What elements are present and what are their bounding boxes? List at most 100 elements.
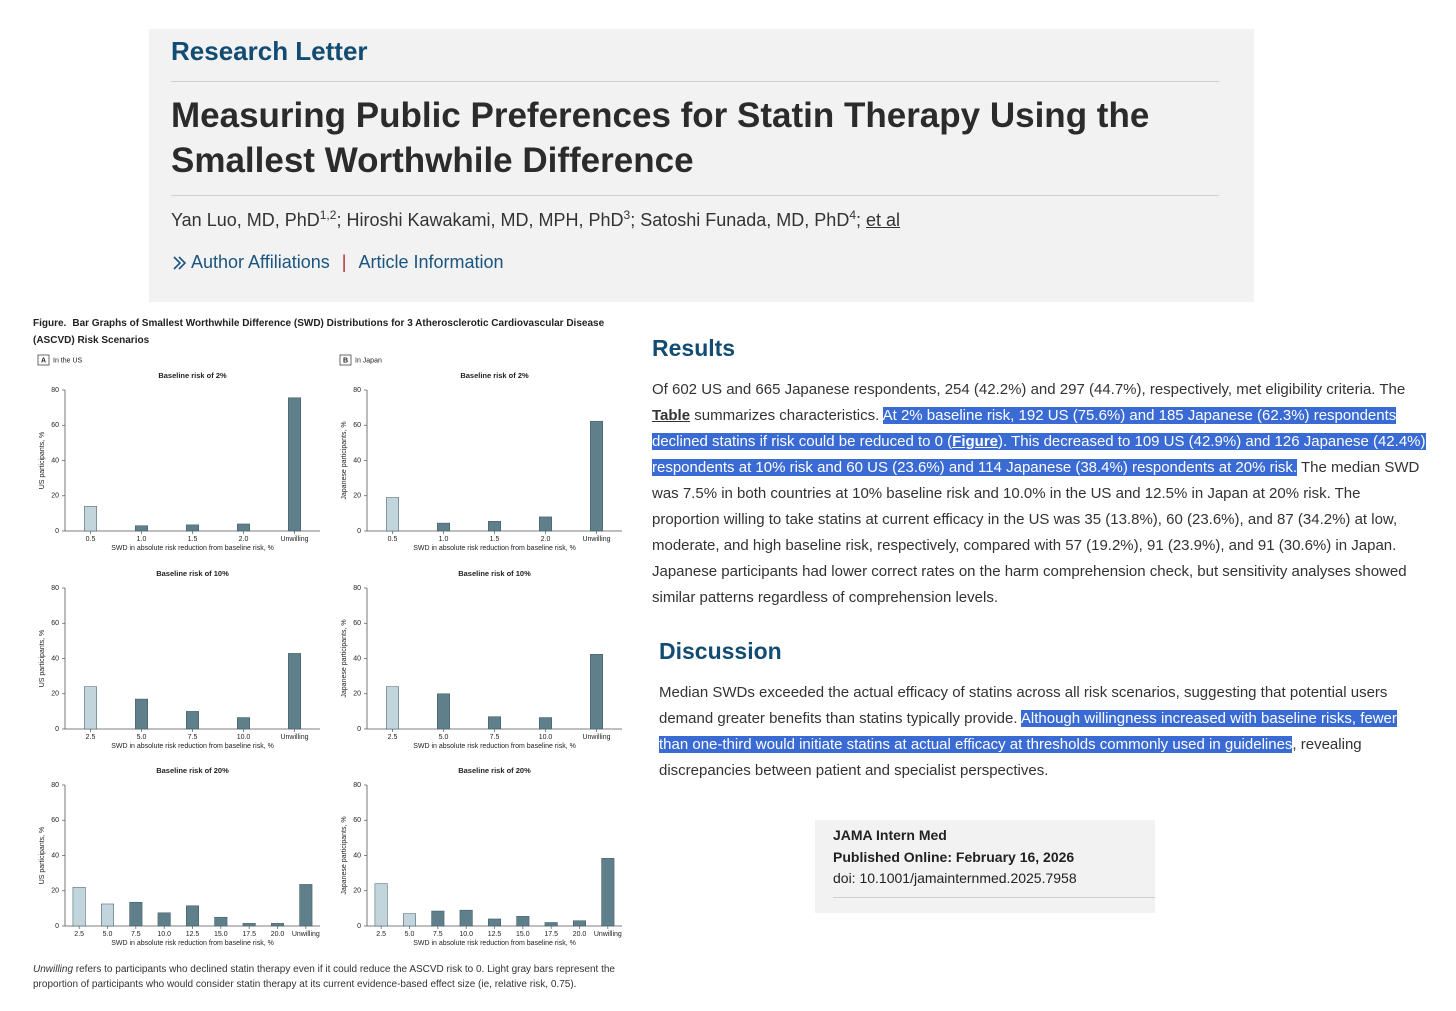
- y-tick-label: 80: [51, 782, 59, 789]
- x-tick-label: Unwilling: [594, 931, 622, 938]
- author-separator: ;: [856, 210, 867, 230]
- discussion-heading: Discussion: [659, 638, 782, 664]
- bar: [488, 716, 501, 730]
- bar: [271, 923, 284, 927]
- x-tick-label: 7.5: [131, 931, 141, 938]
- divider: [171, 195, 1219, 196]
- bar: [157, 912, 171, 927]
- text-segment: , revealing discrepancies between patien…: [659, 736, 1362, 779]
- text-segment: summarizes characteristics.: [690, 407, 883, 424]
- bar: [135, 525, 148, 532]
- x-tick-label: Unwilling: [280, 734, 308, 741]
- panel-label: In the US: [53, 357, 83, 364]
- y-tick-label: 0: [357, 528, 361, 535]
- bar: [431, 910, 445, 927]
- affiliations-link[interactable]: Author Affiliations: [191, 252, 330, 272]
- bar: [403, 913, 416, 927]
- x-tick-label: 7.5: [433, 931, 443, 938]
- y-tick-label: 20: [51, 888, 59, 895]
- x-tick-label: Unwilling: [582, 734, 610, 741]
- chart-title: Baseline risk of 2%: [158, 371, 227, 380]
- y-tick-label: 60: [51, 817, 59, 824]
- chart-title: Baseline risk of 10%: [156, 569, 229, 578]
- x-axis-label: SWD in absolute risk reduction from base…: [111, 545, 274, 552]
- bar: [386, 686, 399, 730]
- y-axis-label: US participants, %: [39, 432, 46, 490]
- author-name: Hiroshi Kawakami, MD, MPH, PhD: [346, 210, 624, 230]
- author-name: Yan Luo, MD, PhD: [171, 210, 320, 230]
- x-tick-label: 2.0: [239, 536, 249, 543]
- x-tick-label: 20.0: [573, 931, 587, 938]
- y-tick-label: 80: [353, 782, 361, 789]
- article-info-link[interactable]: Article Information: [358, 252, 504, 272]
- panel-box: [37, 354, 50, 366]
- author-affiliation: 3: [623, 208, 631, 222]
- x-tick-label: Unwilling: [582, 536, 610, 543]
- figure-caption: Figure. Bar Graphs of Smallest Worthwhile…: [33, 315, 633, 349]
- x-tick-label: 12.5: [488, 931, 502, 938]
- text-link[interactable]: Table: [652, 407, 691, 424]
- x-tick-label: 1.0: [137, 536, 147, 543]
- bar: [72, 886, 86, 927]
- link-separator: |: [341, 252, 347, 272]
- bar: [129, 901, 143, 927]
- results-paragraph: Of 602 US and 665 Japanese respondents, …: [652, 377, 1428, 611]
- x-tick-label: 10.0: [157, 931, 171, 938]
- x-tick-label: 10.0: [539, 734, 553, 741]
- citation-box: JAMA Intern Med Published Online: Februa…: [815, 820, 1155, 913]
- bar: [601, 858, 615, 927]
- bar: [437, 522, 450, 532]
- journal: JAMA Intern Med: [833, 827, 947, 843]
- x-tick-label: 7.5: [188, 734, 198, 741]
- bar: [214, 916, 228, 927]
- y-tick-label: 0: [357, 923, 361, 930]
- bar: [186, 524, 199, 532]
- figure-label: Figure.: [33, 318, 67, 329]
- article-title: Measuring Public Preferences for Statin …: [171, 96, 1150, 180]
- divider: [171, 81, 1219, 82]
- x-tick-label: 0.5: [86, 536, 96, 543]
- chart-title: Baseline risk of 20%: [156, 766, 229, 775]
- y-tick-label: 40: [353, 852, 361, 859]
- bar: [488, 918, 501, 927]
- x-tick-label: 12.5: [186, 931, 200, 938]
- x-tick-label: 1.0: [439, 536, 449, 543]
- bar: [539, 717, 552, 730]
- chart-title: Baseline risk of 20%: [458, 766, 531, 775]
- y-axis-label: Japanese participants, %: [341, 421, 348, 499]
- section-label[interactable]: Research Letter: [171, 36, 368, 66]
- bar: [573, 920, 586, 927]
- y-tick-label: 60: [51, 620, 59, 627]
- x-tick-label: 2.0: [541, 536, 551, 543]
- y-tick-label: 20: [353, 493, 361, 500]
- discussion-paragraph: Median SWDs exceeded the actual efficacy…: [659, 680, 1429, 784]
- panel-letter: B: [343, 357, 348, 364]
- text-link[interactable]: Figure: [952, 433, 999, 450]
- y-tick-label: 0: [55, 923, 59, 930]
- bar: [288, 653, 301, 730]
- bar: [539, 516, 552, 532]
- x-axis-label: SWD in absolute risk reduction from base…: [111, 940, 274, 947]
- x-tick-label: Unwilling: [292, 931, 320, 938]
- bar: [299, 884, 313, 927]
- text-segment: The median SWD was 7.5% in both countrie…: [652, 459, 1420, 606]
- author-affiliation: 1,2: [319, 208, 337, 222]
- x-tick-label: 15.0: [516, 931, 530, 938]
- bar: [242, 923, 256, 927]
- bar: [186, 711, 199, 730]
- et-al-link[interactable]: et al: [866, 210, 901, 230]
- bar: [459, 909, 473, 927]
- x-tick-label: 15.0: [214, 931, 228, 938]
- x-tick-label: 0.5: [388, 536, 398, 543]
- y-tick-label: 40: [353, 655, 361, 662]
- x-tick-label: 20.0: [271, 931, 285, 938]
- bar: [516, 916, 530, 927]
- text-segment: Of 602 US and 665 Japanese respondents, …: [652, 381, 1406, 398]
- y-tick-label: 80: [51, 387, 59, 394]
- x-tick-label: 5.0: [103, 931, 113, 938]
- bar: [135, 698, 148, 730]
- author-list: Yan Luo, MD, PhD1,2; Hiroshi Kawakami, M…: [171, 208, 900, 231]
- bar: [84, 686, 97, 730]
- x-tick-label: 10.0: [459, 931, 473, 938]
- x-axis-label: SWD in absolute risk reduction from base…: [413, 743, 576, 750]
